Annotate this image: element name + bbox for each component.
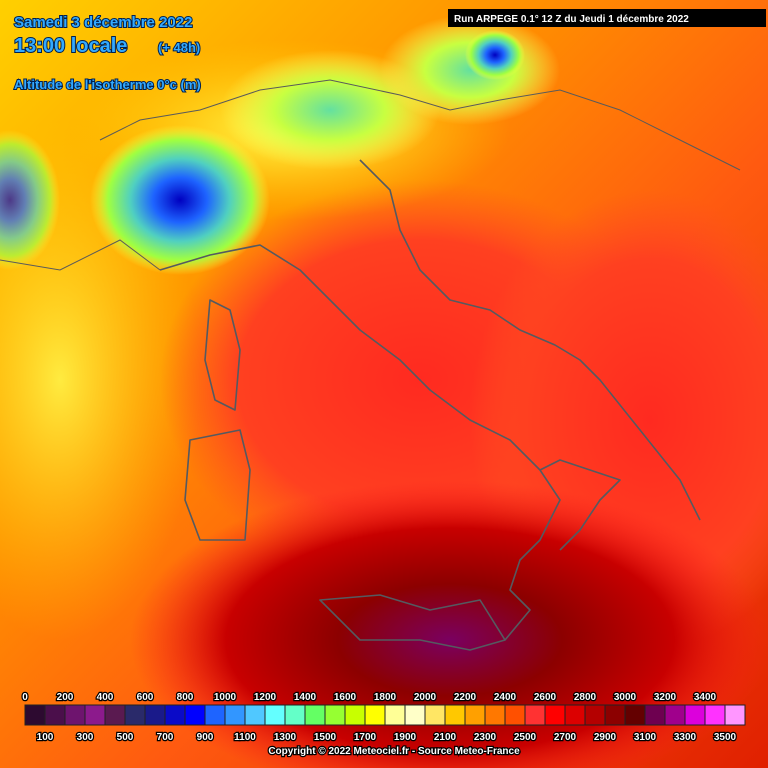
- legend-label: 2700: [554, 732, 577, 743]
- legend-label: 3000: [614, 692, 637, 703]
- header: Samedi 3 décembre 2022 13:00 locale (+ 4…: [13, 13, 202, 93]
- legend-label: 400: [97, 692, 114, 703]
- legend-label: 1500: [314, 732, 337, 743]
- legend-swatch: [464, 704, 486, 726]
- legend-swatch: [564, 704, 586, 726]
- legend-label: 1700: [354, 732, 377, 743]
- legend-swatch: [84, 704, 106, 726]
- legend-label: 1900: [394, 732, 417, 743]
- legend-swatch: [684, 704, 706, 726]
- legend-label: 200: [57, 692, 74, 703]
- legend-swatch: [584, 704, 606, 726]
- legend-swatch: [144, 704, 166, 726]
- legend-swatch: [404, 704, 426, 726]
- legend-swatch: [424, 704, 446, 726]
- legend-swatch: [444, 704, 466, 726]
- legend-label: 100: [37, 732, 54, 743]
- legend-label: 3100: [634, 732, 657, 743]
- legend-label: 2600: [534, 692, 557, 703]
- legend-label: 300: [77, 732, 94, 743]
- legend-swatch: [344, 704, 366, 726]
- legend-swatch: [504, 704, 526, 726]
- legend-swatch: [204, 704, 226, 726]
- run-info: Run ARPEGE 0.1° 12 Z du Jeudi 1 décembre…: [454, 14, 689, 25]
- legend-label: 900: [197, 732, 214, 743]
- legend-label: 1800: [374, 692, 397, 703]
- legend-swatch: [724, 704, 746, 726]
- legend-swatch: [704, 704, 726, 726]
- legend-label: 2500: [514, 732, 537, 743]
- legend: 0 100 200 300 400 500 600 700 800 900 1000 1100 1200…: [21, 691, 746, 744]
- legend-swatch: [384, 704, 406, 726]
- legend-swatch: [304, 704, 326, 726]
- legend-swatch: [624, 704, 646, 726]
- legend-label: 3400: [694, 692, 717, 703]
- legend-label: 700: [157, 732, 174, 743]
- legend-label: 2800: [574, 692, 597, 703]
- legend-swatch: [324, 704, 346, 726]
- field-name: Altitude de l'isotherme 0°c (m): [14, 77, 201, 92]
- time: 13:00 locale: [14, 35, 127, 57]
- legend-swatch: [264, 704, 286, 726]
- legend-label: 1200: [254, 692, 277, 703]
- legend-swatch: [484, 704, 506, 726]
- legend-label: 500: [117, 732, 134, 743]
- legend-label: 3500: [714, 732, 737, 743]
- legend-label: 3300: [674, 732, 697, 743]
- legend-label: 600: [137, 692, 154, 703]
- legend-label: 2300: [474, 732, 497, 743]
- legend-swatch: [184, 704, 206, 726]
- legend-label: 2100: [434, 732, 457, 743]
- legend-swatch: [364, 704, 386, 726]
- legend-label: 1100: [234, 732, 256, 743]
- legend-label: 1600: [334, 692, 357, 703]
- legend-swatch: [244, 704, 266, 726]
- copyright: Copyright © 2022 Meteociel.fr - Source M…: [268, 746, 520, 757]
- legend-swatch: [44, 704, 66, 726]
- run-box: [448, 9, 766, 27]
- coastlines: [0, 79, 741, 651]
- legend-swatch: [164, 704, 186, 726]
- legend-swatch: [524, 704, 546, 726]
- legend-label: 3200: [654, 692, 677, 703]
- legend-swatch: [124, 704, 146, 726]
- legend-label: 2000: [414, 692, 437, 703]
- legend-swatch: [604, 704, 626, 726]
- legend-swatch: [644, 704, 666, 726]
- date: Samedi 3 décembre 2022: [14, 14, 192, 31]
- legend-swatch: [284, 704, 306, 726]
- legend-label: 2900: [594, 732, 617, 743]
- legend-label: 1000: [214, 692, 237, 703]
- legend-label: 1400: [294, 692, 317, 703]
- legend-swatch: [664, 704, 686, 726]
- legend-label: 800: [177, 692, 194, 703]
- legend-label: 1300: [274, 732, 297, 743]
- legend-swatch: [544, 704, 566, 726]
- legend-swatch: [104, 704, 126, 726]
- lead-time: (+ 48h): [158, 40, 200, 55]
- legend-swatch: [224, 704, 246, 726]
- legend-label: 2200: [454, 692, 477, 703]
- legend-swatch: [24, 704, 46, 726]
- legend-label: 2400: [494, 692, 517, 703]
- legend-label: 0: [22, 692, 28, 703]
- legend-swatch: [64, 704, 86, 726]
